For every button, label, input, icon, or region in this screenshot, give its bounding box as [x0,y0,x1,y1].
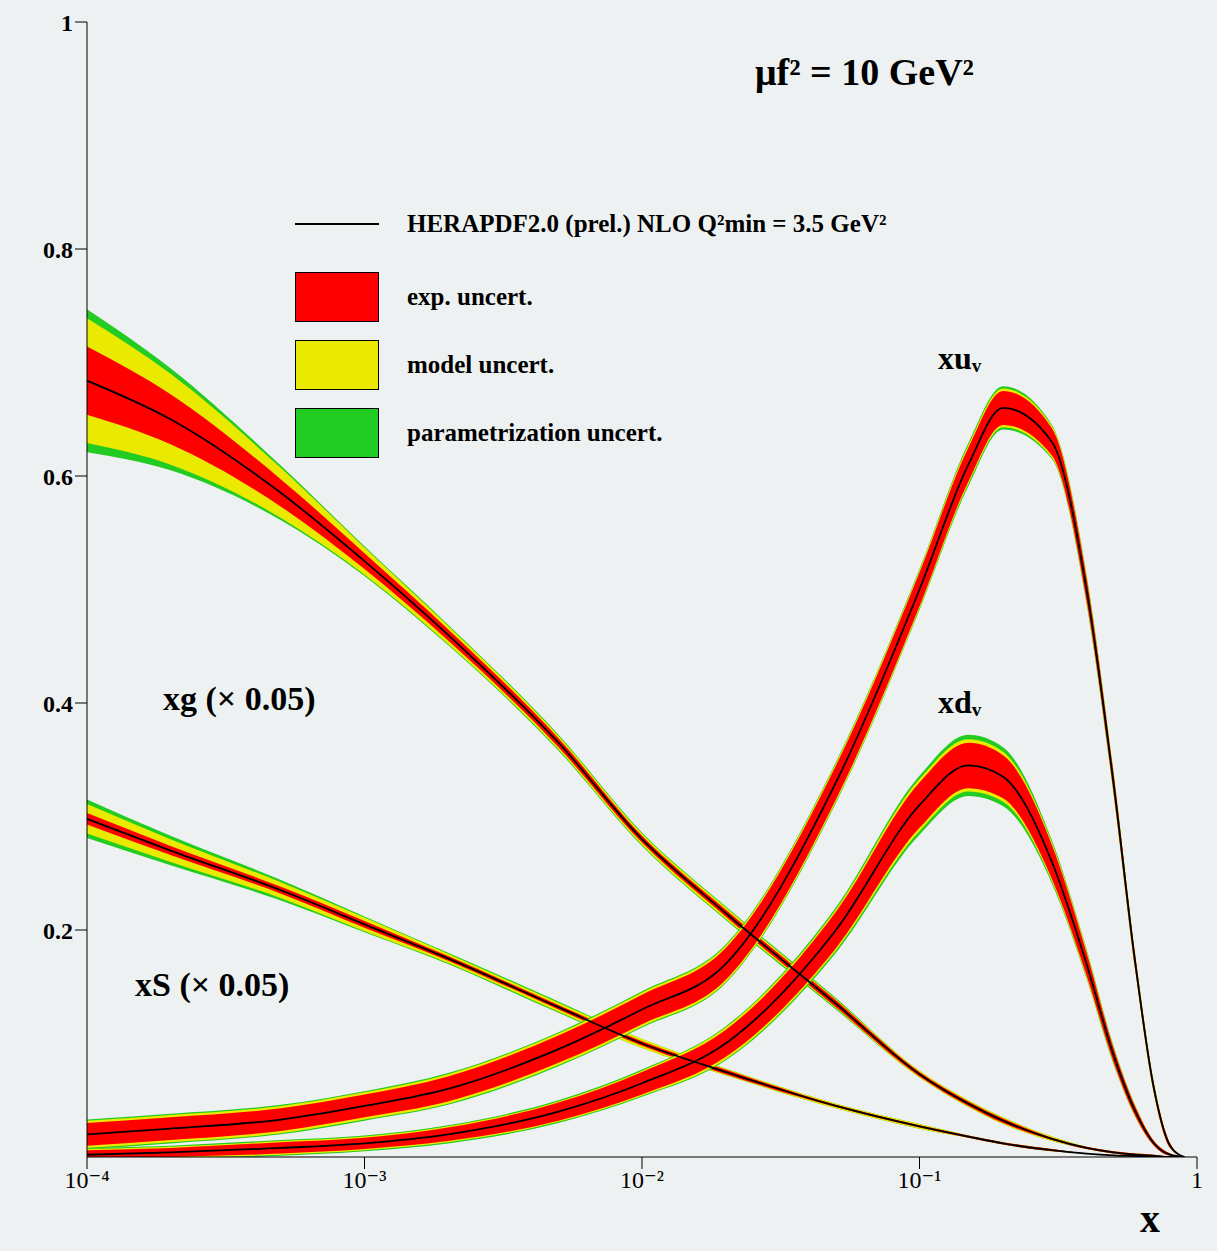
svg-text:0.6: 0.6 [43,464,73,490]
html-text:model uncert.: model uncert. [407,351,555,378]
html-text:HERAPDF2.0 (prel.) NLO Q²min =: HERAPDF2.0 (prel.) NLO Q²min = 3.5 GeV² [407,210,887,237]
svg-text:1: 1 [61,10,73,36]
html-text:μf² = 10 GeV²: μf² = 10 GeV² [755,51,974,93]
svg-text:0.8: 0.8 [43,237,73,263]
svg-text:10⁻²: 10⁻² [620,1167,664,1193]
svg-text:10⁻⁴: 10⁻⁴ [64,1167,109,1193]
html-text:xg (× 0.05): xg (× 0.05) [163,680,316,717]
svg-text:10⁻¹: 10⁻¹ [898,1167,942,1193]
html-text:parametrization uncert.: parametrization uncert. [407,419,663,446]
svg-text:10⁻³: 10⁻³ [343,1167,387,1193]
html-text:x: x [1140,1196,1160,1241]
html-text:xuᵥ: xuᵥ [938,340,982,376]
svg-text:0.2: 0.2 [43,918,73,944]
html-text:exp. uncert.: exp. uncert. [407,283,533,310]
svg-text:1: 1 [1191,1167,1203,1193]
html-text:xdᵥ: xdᵥ [938,684,982,720]
svg-text:0.4: 0.4 [43,691,73,717]
html-text:xS (× 0.05): xS (× 0.05) [135,966,290,1003]
